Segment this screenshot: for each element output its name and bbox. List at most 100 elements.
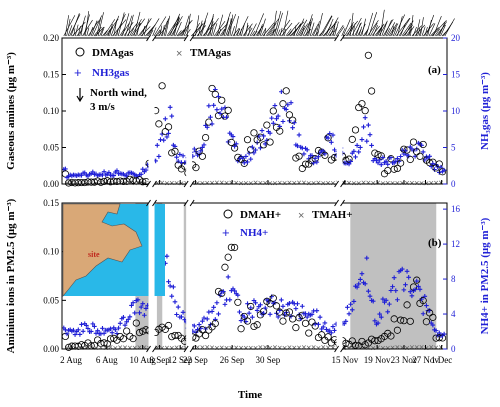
wind-vector: [298, 25, 306, 37]
panel-b-right-ticks: 0 4 8 12 16: [443, 204, 461, 354]
a-dma-point: [377, 152, 385, 160]
b-nh-point: [88, 329, 94, 334]
b-dma-point: [211, 319, 219, 328]
wind-vector: [79, 15, 86, 37]
wind-vector: [178, 29, 185, 37]
legend-dmah-marker: [223, 209, 233, 219]
a-nh-point: [209, 121, 215, 127]
a-nh-point: [204, 125, 210, 130]
wind-vector: [384, 19, 392, 37]
wind-vector: [192, 22, 200, 37]
wind-vector: [269, 28, 276, 37]
wind-vector: [125, 15, 133, 37]
a-right-tick-label: 10: [451, 106, 461, 116]
wind-vector: [146, 27, 154, 37]
b-tma-point: [419, 345, 424, 350]
a-dma-point: [438, 168, 447, 176]
a-nh-point: [219, 106, 225, 112]
wind-vector: [162, 25, 165, 37]
b-nh-point: [370, 298, 376, 304]
a-dma-point: [208, 84, 216, 93]
b-nh-point: [404, 269, 410, 274]
legend-tma-label: TMAgas: [190, 47, 232, 59]
b-nh-point: [217, 293, 223, 298]
a-nh-point: [385, 162, 391, 167]
a-dma-point: [351, 126, 360, 134]
a-dma-point: [348, 135, 356, 143]
wind-vector: [392, 27, 397, 37]
a-dma-point: [198, 152, 206, 160]
wind-vector: [218, 28, 222, 37]
wind-vector: [153, 16, 167, 37]
b-dma-point: [224, 253, 232, 261]
axis-break-mark: [334, 34, 339, 42]
a-nh-point: [354, 143, 360, 148]
panel-b-right-axis-title: NH4+ in PM2.5 (μg m⁻³): [479, 217, 491, 334]
b-nh-point: [235, 292, 241, 298]
b-tma-point: [409, 345, 414, 350]
b-nh-point: [179, 314, 184, 320]
b-nh-point: [417, 287, 423, 292]
a-nh-point: [329, 140, 334, 145]
wind-vector: [74, 24, 79, 37]
a-nh-point: [361, 124, 366, 130]
b-tma-point: [414, 345, 419, 350]
b-tma-point: [142, 345, 147, 350]
a-dma-point: [221, 112, 229, 120]
wind-vector: [301, 28, 305, 37]
b-nh-point: [169, 293, 175, 299]
axis-break-mark: [189, 34, 195, 42]
wind-vector: [183, 21, 191, 37]
wind-vector: [317, 12, 323, 37]
wind-vector: [228, 18, 232, 37]
wind-vector: [385, 28, 391, 37]
b-nh-point: [346, 311, 352, 317]
b-dma-point: [231, 243, 239, 252]
axis-break-mark: [340, 199, 345, 207]
b-right-tick-label: 8: [451, 274, 456, 284]
wind-vector: [358, 26, 363, 37]
b-nh-point: [122, 322, 128, 328]
site-inset-map: site: [62, 203, 165, 297]
panel-a-frame: [61, 37, 448, 185]
wind-vector: [120, 23, 130, 37]
panel-b-shaded-intervals: [135, 203, 437, 349]
wind-vector: [390, 23, 399, 37]
a-left-tick-label: 0.00: [43, 179, 59, 189]
wind-vector: [87, 20, 99, 37]
a-nh-point: [198, 148, 204, 154]
a-nh-point: [364, 138, 370, 144]
b-tma-point: [263, 345, 268, 350]
wind-vector: [152, 27, 157, 37]
b-nh-point: [84, 323, 89, 328]
b-nh-point: [377, 311, 382, 317]
axis-break-mark: [152, 34, 157, 42]
b-dma-point: [371, 337, 379, 345]
wind-vector: [176, 30, 182, 37]
b-nh-point: [167, 283, 173, 289]
panel-a-label: (a): [428, 64, 441, 76]
a-nh-point: [211, 102, 216, 108]
b-nh-point: [222, 302, 228, 307]
b-nh-point: [387, 301, 392, 307]
wind-vector: [213, 21, 226, 37]
b-nh-point: [143, 306, 149, 311]
b-right-tick-label: 12: [451, 239, 460, 249]
a-nh-point: [367, 132, 373, 138]
wind-vector: [199, 12, 209, 37]
b-nh-point: [275, 314, 281, 320]
b-nh-point: [390, 284, 395, 289]
wind-vector: [242, 23, 253, 37]
b-nh-point: [216, 311, 221, 317]
wind-vector: [275, 12, 283, 37]
wind-vector: [80, 22, 84, 37]
wind-vector: [115, 13, 126, 37]
a-nh-point: [161, 137, 167, 143]
wind-vector: [308, 21, 311, 37]
b-nh-point: [262, 305, 268, 311]
wind-vector: [438, 22, 446, 37]
a-nh-point: [362, 115, 368, 121]
b-nh-point: [380, 296, 386, 302]
b-nh-point: [391, 275, 397, 280]
b-nh-point: [204, 316, 210, 322]
